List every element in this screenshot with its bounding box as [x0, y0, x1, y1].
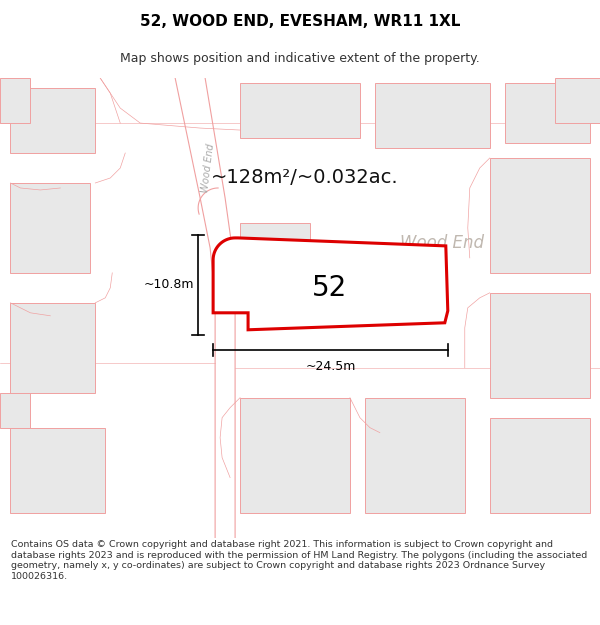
- Polygon shape: [365, 398, 465, 512]
- Text: ~128m²/~0.032ac.: ~128m²/~0.032ac.: [211, 169, 399, 187]
- Text: Map shows position and indicative extent of the property.: Map shows position and indicative extent…: [120, 52, 480, 65]
- Polygon shape: [10, 183, 90, 273]
- Text: 52, WOOD END, EVESHAM, WR11 1XL: 52, WOOD END, EVESHAM, WR11 1XL: [140, 14, 460, 29]
- Text: Contains OS data © Crown copyright and database right 2021. This information is : Contains OS data © Crown copyright and d…: [11, 541, 587, 581]
- Polygon shape: [490, 293, 590, 398]
- Polygon shape: [1, 392, 31, 428]
- Text: Wood End: Wood End: [200, 143, 216, 193]
- Polygon shape: [240, 83, 360, 138]
- Polygon shape: [554, 78, 599, 123]
- Text: Wood End: Wood End: [400, 234, 484, 252]
- Polygon shape: [505, 83, 590, 143]
- Polygon shape: [1, 78, 31, 123]
- Polygon shape: [240, 398, 350, 512]
- Text: ~24.5m: ~24.5m: [305, 360, 356, 372]
- Polygon shape: [10, 88, 95, 153]
- Polygon shape: [490, 418, 590, 512]
- Polygon shape: [240, 223, 310, 312]
- Polygon shape: [10, 303, 95, 392]
- Polygon shape: [375, 83, 490, 148]
- Polygon shape: [10, 428, 105, 512]
- Text: 52: 52: [313, 274, 347, 302]
- Polygon shape: [213, 238, 448, 330]
- Text: ~10.8m: ~10.8m: [143, 278, 194, 291]
- Polygon shape: [490, 158, 590, 273]
